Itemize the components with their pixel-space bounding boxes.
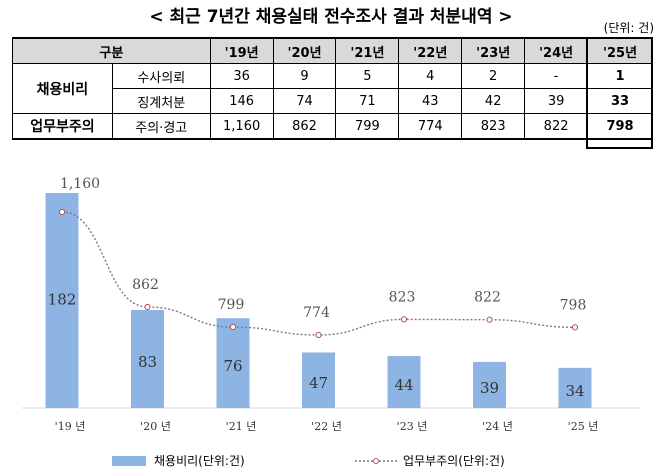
bar-value-label: 182 [48, 291, 77, 309]
line-value-label: 1,160 [60, 176, 100, 192]
bar [302, 352, 335, 408]
table-cell: 774 [398, 113, 463, 140]
line-value-label: 823 [389, 289, 416, 305]
legend-item-line: 업무부주의(단위:건) [355, 452, 505, 469]
table-row: 채용비리 수사의뢰 36 9 5 4 2 - 1 [12, 63, 653, 114]
bar [473, 361, 506, 408]
table-cell: 5 [335, 63, 400, 89]
bar-value-label: 34 [565, 382, 584, 400]
line-point [315, 331, 322, 339]
table-row: 징계처분 146 74 71 43 42 39 33 [13, 88, 653, 114]
header-category: 구분 [12, 37, 211, 64]
legend-swatch-bar [112, 455, 146, 466]
line-value-label: 862 [132, 277, 159, 293]
table-cell: 74 [272, 88, 337, 114]
unit-label: (단위: 건) [603, 21, 654, 35]
line-point [571, 324, 579, 331]
header-year: '19년 [209, 37, 274, 64]
header-year: '24년 [524, 37, 589, 64]
bar-value-label: 47 [309, 374, 328, 392]
table-cell-highlight: 1 [587, 63, 653, 89]
bar-value-label: 44 [394, 376, 413, 394]
line-value-label: 798 [560, 297, 587, 313]
bar-value-label: 83 [138, 353, 157, 371]
table-cell-highlight: 33 [587, 88, 653, 114]
x-tick-label: '24 년 [482, 420, 513, 433]
x-tick-label: '23 년 [397, 420, 428, 433]
chart-title: < 최근 7년간 채용실태 전수조사 결과 처분내역 > [149, 7, 513, 27]
x-tick-label: '25 년 [568, 420, 599, 433]
table-cell: 823 [461, 113, 526, 140]
table-cell: 2 [461, 63, 526, 89]
group-label: 업무부주의 [12, 113, 113, 140]
table-cell: 43 [398, 88, 463, 114]
header-year: '23년 [461, 37, 526, 64]
table-cell: 42 [461, 88, 526, 114]
row-label: 수사의뢰 [111, 63, 211, 89]
table-row: 업무부주의 주의·경고 1,160 862 799 774 823 822 79… [12, 113, 653, 140]
table-cell: - [524, 63, 589, 89]
legend-label-line: 업무부주의(단위:건) [403, 454, 505, 468]
bar [131, 309, 164, 408]
table-cell: 799 [335, 113, 400, 140]
x-tick-label: '22 년 [311, 420, 342, 433]
header-year: '20년 [272, 37, 337, 64]
x-tick-label: '21 년 [226, 420, 257, 433]
x-tick-label: '20 년 [140, 420, 171, 433]
table-cell: 39 [524, 88, 589, 114]
table-cell: 822 [524, 113, 589, 140]
group-label: 채용비리 [12, 63, 113, 114]
line-point [58, 208, 66, 216]
line-point [400, 316, 408, 323]
legend-label-bar: 채용비리(단위:건) [154, 454, 245, 468]
bar [387, 356, 421, 408]
table-cell: 9 [272, 63, 337, 89]
line-point [144, 303, 151, 311]
bar-value-label: 76 [223, 357, 242, 375]
chart-area: 182 83 76 47 44 39 34 1,160 862 799 774 823 822 798 '1… [22, 176, 640, 433]
disposition-table: 구분 '19년 '20년 '21년 '22년 '23년 '24년 '25년 채용… [12, 37, 653, 140]
table-cell-highlight: 798 [587, 113, 653, 140]
row-label: 징계처분 [111, 88, 211, 114]
line-value-label: 774 [303, 305, 330, 321]
table-cell: 71 [335, 88, 400, 114]
table-cell: 4 [398, 63, 463, 89]
line-value-label: 822 [474, 290, 501, 306]
legend-swatch-line [355, 457, 397, 464]
header-year: '22년 [398, 37, 463, 64]
line-point [229, 323, 237, 331]
table-cell: 862 [272, 113, 337, 140]
header-year: '21년 [335, 37, 400, 64]
legend-item-bar: 채용비리(단위:건) [112, 452, 245, 469]
line-point [486, 316, 493, 323]
bar-value-label: 39 [480, 379, 499, 397]
bar [216, 318, 250, 408]
table-cell: 36 [209, 63, 274, 89]
table-header-row: 구분 '19년 '20년 '21년 '22년 '23년 '24년 '25년 [12, 37, 653, 64]
table-cell: 146 [209, 88, 274, 114]
x-tick-label: '19 년 [55, 420, 86, 433]
bar [45, 193, 79, 408]
table-cell: 1,160 [209, 113, 274, 140]
line-value-label: 799 [218, 297, 245, 313]
header-year: '25년 [587, 37, 653, 64]
bar [558, 367, 592, 408]
row-label: 주의·경고 [111, 113, 211, 140]
